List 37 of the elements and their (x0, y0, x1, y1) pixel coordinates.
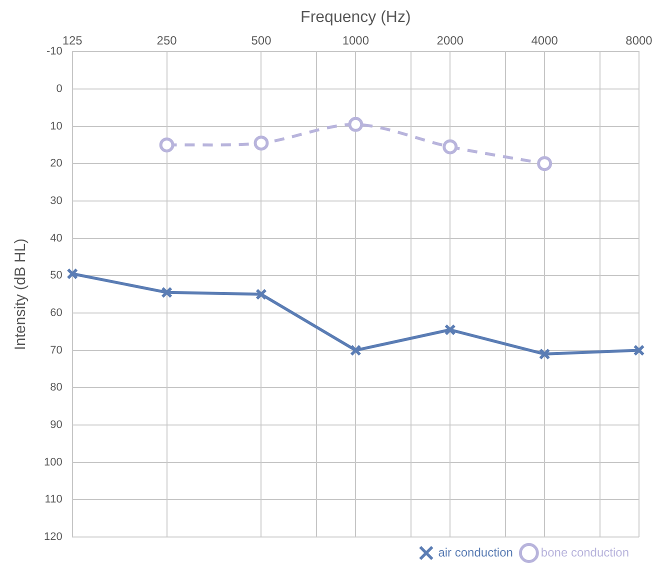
y-tick-label: 40 (50, 232, 62, 244)
y-tick-label: 30 (50, 194, 62, 207)
point (537, 156, 552, 172)
y-tick-label: 20 (50, 158, 62, 170)
point (538, 348, 550, 360)
y-tick-label: 10 (50, 120, 62, 132)
point (350, 344, 362, 356)
point (348, 116, 364, 132)
y-tick-label: 60 (50, 307, 62, 319)
point (161, 286, 173, 298)
x-tick-label: 8000 (626, 34, 653, 48)
y-tick-label: 120 (44, 531, 62, 544)
point (66, 268, 78, 280)
x-tick-label: 2000 (436, 34, 464, 48)
y-tick-label: -10 (46, 46, 62, 58)
x-tick-label: 500 (251, 34, 272, 48)
point (255, 288, 267, 300)
point (159, 137, 174, 152)
point (254, 136, 269, 151)
y-tick-label: 90 (50, 419, 62, 432)
point (442, 139, 458, 154)
x-tick-label: 1000 (342, 34, 370, 48)
y-tick-label: 110 (44, 494, 62, 506)
x-tick-label: 250 (156, 34, 178, 48)
y-tick-label: 80 (50, 382, 62, 394)
y-axis-title: Intensity (dB HL) (12, 238, 30, 350)
y-tick-label: 70 (50, 344, 62, 356)
point (444, 324, 456, 336)
x-axis-title: Frequency (Hz) (300, 9, 411, 26)
point (633, 344, 645, 356)
legend-label: bone conduction (540, 545, 630, 560)
x-tick-label: 125 (62, 34, 83, 48)
y-tick-label: 50 (50, 270, 62, 282)
y-tick-label: 100 (44, 456, 62, 468)
x-tick-label: 4000 (531, 34, 558, 48)
y-tick-label: 0 (56, 82, 62, 95)
legend-label: air conduction (438, 545, 513, 560)
